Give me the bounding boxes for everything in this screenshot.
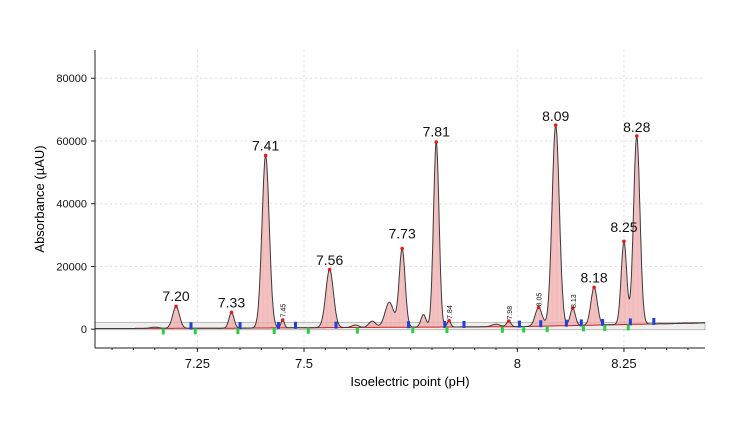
peak-label-small: 7.45: [281, 304, 288, 318]
peak-label: 7.56: [316, 252, 343, 268]
y-tick-label: 80000: [56, 73, 87, 85]
peak-apex-marker: [400, 246, 404, 251]
peak-end-marker: [517, 320, 521, 328]
peak-start-marker: [545, 326, 549, 333]
peak-start-marker: [355, 327, 359, 334]
peak-end-marker: [601, 318, 605, 326]
peak-label: 8.28: [623, 119, 650, 135]
y-tick-label: 20000: [56, 261, 87, 273]
peak-start-marker: [626, 324, 630, 331]
peak-start-marker: [236, 328, 240, 335]
peak-label-small: 7.98: [507, 306, 514, 320]
peak-apex-marker: [280, 318, 285, 322]
y-tick-label: 40000: [56, 199, 87, 211]
peak-end-marker: [238, 322, 242, 330]
peak-label: 7.81: [423, 124, 450, 140]
peak-apex-marker: [506, 319, 511, 323]
peak-apex-marker: [536, 305, 541, 310]
peak-start-marker: [522, 326, 526, 333]
peak-start-marker: [445, 327, 449, 334]
peak-label-small: 7.84: [447, 305, 454, 319]
peak-start-marker: [161, 328, 165, 335]
peak-area-fill: [95, 125, 705, 329]
x-tick-label: 8: [514, 356, 521, 371]
peak-apex-marker: [434, 140, 439, 144]
peak-start-marker: [193, 328, 197, 335]
peak-end-marker: [276, 321, 280, 329]
x-tick-label: 7.25: [185, 356, 210, 371]
peak-fill-areas: [95, 125, 705, 329]
peak-start-marker: [306, 327, 310, 334]
peak-label: 7.20: [162, 288, 189, 304]
peak-apex-marker: [263, 153, 268, 158]
peak-end-marker: [293, 321, 297, 329]
y-tick-label: 0: [81, 324, 87, 336]
peak-end-marker: [443, 321, 447, 329]
x-tick-label: 7.5: [295, 356, 313, 371]
y-axis-label: Absorbance (µAU): [32, 145, 47, 252]
peak-label: 7.33: [218, 294, 245, 310]
peak-start-marker: [500, 326, 504, 333]
peak-label: 7.73: [389, 225, 416, 241]
peak-label-small: 8.05: [537, 293, 544, 307]
x-tick-label: 8.25: [611, 356, 636, 371]
peak-label: 8.09: [542, 108, 569, 124]
peak-start-marker: [603, 324, 607, 331]
peak-end-marker: [462, 320, 466, 328]
peak-end-marker: [628, 318, 632, 326]
peak-label-small: 8.13: [571, 294, 578, 308]
peak-label: 8.18: [580, 269, 607, 285]
peak-apex-marker: [447, 318, 451, 323]
peak-start-marker: [272, 327, 276, 334]
peak-end-marker: [539, 320, 543, 328]
peak-end-marker: [579, 319, 583, 327]
peak-markers: [161, 123, 656, 335]
peak-label: 8.25: [610, 219, 637, 235]
peak-end-marker: [407, 321, 411, 329]
peak-start-marker: [581, 325, 585, 332]
peak-apex-marker: [570, 306, 575, 311]
peak-end-marker: [334, 321, 338, 329]
peak-apex-marker: [592, 285, 596, 290]
peak-apex-marker: [327, 267, 332, 272]
peak-label: 7.41: [252, 138, 279, 154]
peak-apex-marker: [622, 239, 626, 244]
x-axis-label: Isoelectric point (pH): [350, 374, 469, 389]
peak-apex-marker: [229, 310, 234, 315]
peak-end-marker: [652, 317, 656, 325]
axes: 0 20000 40000 60000 80000 7.25 7.5 8 8.25: [56, 50, 705, 371]
peak-end-marker: [189, 322, 193, 330]
peak-end-marker: [564, 319, 568, 327]
peak-apex-marker: [174, 304, 178, 309]
peak-start-marker: [411, 327, 415, 334]
y-tick-label: 60000: [56, 136, 87, 148]
peak-apex-marker: [553, 123, 558, 127]
peak-apex-marker: [634, 134, 639, 138]
peak-labels: 7.20 7.33 7.41 7.45 7.56 7.73 7.81 7.84 7.98 8.05…: [162, 108, 650, 320]
